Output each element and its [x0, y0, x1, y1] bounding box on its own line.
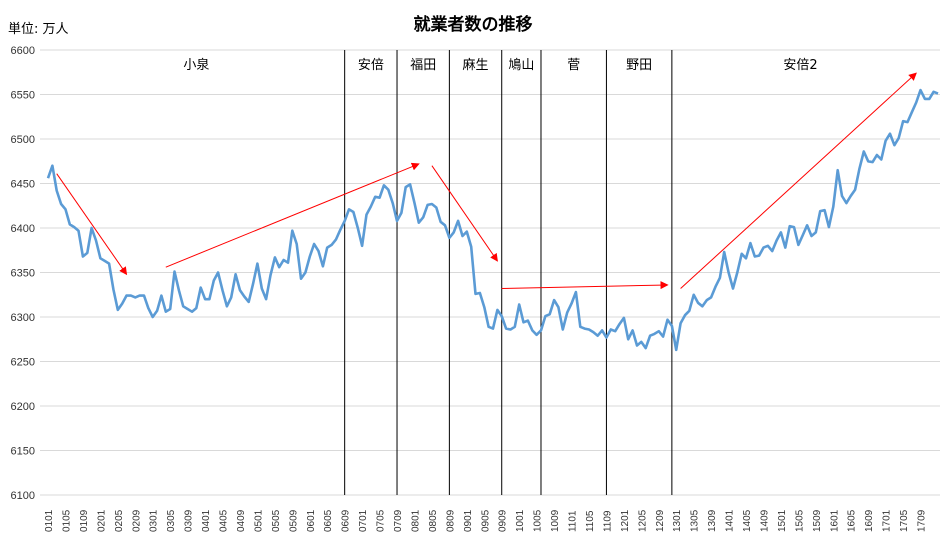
period-label: 野田 — [626, 58, 652, 73]
y-tick-label: 6100 — [11, 490, 35, 502]
period-label: 安倍2 — [783, 58, 817, 73]
y-tick-label: 6250 — [11, 357, 35, 369]
x-tick-label: 0209 — [131, 509, 142, 532]
x-tick-label: 0405 — [219, 509, 230, 532]
x-tick-label: 0801 — [410, 509, 421, 532]
period-label: 麻生 — [463, 58, 489, 73]
unit-label: 単位: 万人 — [8, 22, 69, 37]
x-tick-label: 1701 — [882, 509, 893, 532]
x-tick-label: 1205 — [637, 509, 648, 532]
period-label: 鳩山 — [508, 58, 534, 73]
x-tick-label: 0205 — [114, 509, 125, 532]
x-tick-label: 0609 — [341, 509, 352, 532]
period-label: 安倍 — [358, 58, 384, 73]
x-tick-label: 0309 — [184, 509, 195, 532]
x-tick-label: 1101 — [568, 510, 579, 532]
x-tick-label: 0305 — [166, 509, 177, 532]
x-tick-label: 1709 — [917, 509, 928, 532]
x-tick-label: 0401 — [201, 509, 212, 532]
x-tick-label: 0709 — [393, 509, 404, 532]
x-tick-label: 0605 — [323, 509, 334, 532]
x-tick-label: 1601 — [829, 509, 840, 532]
x-tick-label: 1305 — [690, 509, 701, 532]
x-tick-label: 1001 — [515, 509, 526, 532]
x-tick-label: 1505 — [794, 509, 805, 532]
x-tick-label: 0909 — [498, 509, 509, 532]
y-tick-label: 6400 — [11, 223, 35, 235]
y-tick-label: 6500 — [11, 134, 35, 146]
x-tick-label: 0301 — [149, 509, 160, 532]
x-tick-label: 0409 — [236, 509, 247, 532]
x-tick-label: 1509 — [812, 509, 823, 532]
x-tick-label: 1705 — [899, 509, 910, 532]
x-tick-label: 1209 — [655, 509, 666, 532]
x-tick-label: 1405 — [742, 509, 753, 532]
x-tick-label: 1201 — [620, 509, 631, 532]
x-tick-label: 1605 — [847, 509, 858, 532]
trend-arrow — [680, 72, 917, 289]
trend-arrow — [501, 281, 669, 290]
x-tick-label: 0105 — [61, 509, 72, 532]
x-tick-label: 0101 — [44, 509, 55, 532]
x-tick-label: 1401 — [725, 509, 736, 532]
y-tick-label: 6350 — [11, 268, 35, 280]
x-tick-label: 0809 — [445, 509, 456, 532]
y-tick-label: 6600 — [11, 45, 35, 57]
x-tick-label: 0109 — [79, 509, 90, 532]
y-tick-label: 6450 — [11, 179, 35, 191]
x-tick-label: 0905 — [480, 509, 491, 532]
series-line — [46, 88, 939, 352]
x-tick-label: 1309 — [707, 509, 718, 532]
x-tick-label: 1005 — [533, 509, 544, 532]
period-label: 小泉 — [183, 57, 209, 73]
y-tick-label: 6550 — [11, 90, 35, 102]
x-tick-label: 1501 — [777, 509, 788, 532]
trend-arrow — [431, 165, 498, 262]
x-tick-label: 0505 — [271, 509, 282, 532]
chart-title: 就業者数の推移 — [413, 15, 533, 35]
x-tick-label: 0501 — [253, 509, 264, 532]
x-tick-label: 0805 — [428, 509, 439, 532]
period-label: 菅 — [567, 58, 580, 73]
x-tick-label: 1609 — [864, 509, 875, 532]
period-label: 福田 — [410, 58, 436, 73]
x-tick-label: 1109 — [602, 510, 613, 532]
x-tick-label: 0901 — [463, 509, 474, 532]
y-tick-label: 6150 — [11, 446, 35, 458]
x-tick-label: 0705 — [376, 509, 387, 532]
y-tick-label: 6300 — [11, 312, 35, 324]
x-tick-label: 0601 — [306, 509, 317, 532]
x-tick-label: 1009 — [550, 509, 561, 532]
x-tick-label: 0509 — [288, 509, 299, 532]
trend-arrow — [165, 162, 420, 268]
y-tick-label: 6200 — [11, 401, 35, 413]
x-tick-label: 1409 — [759, 509, 770, 532]
x-tick-label: 1301 — [672, 509, 683, 532]
x-tick-label: 0701 — [358, 509, 369, 532]
trend-arrow — [56, 173, 128, 276]
x-tick-label: 1105 — [585, 510, 596, 532]
x-tick-label: 0201 — [96, 509, 107, 532]
